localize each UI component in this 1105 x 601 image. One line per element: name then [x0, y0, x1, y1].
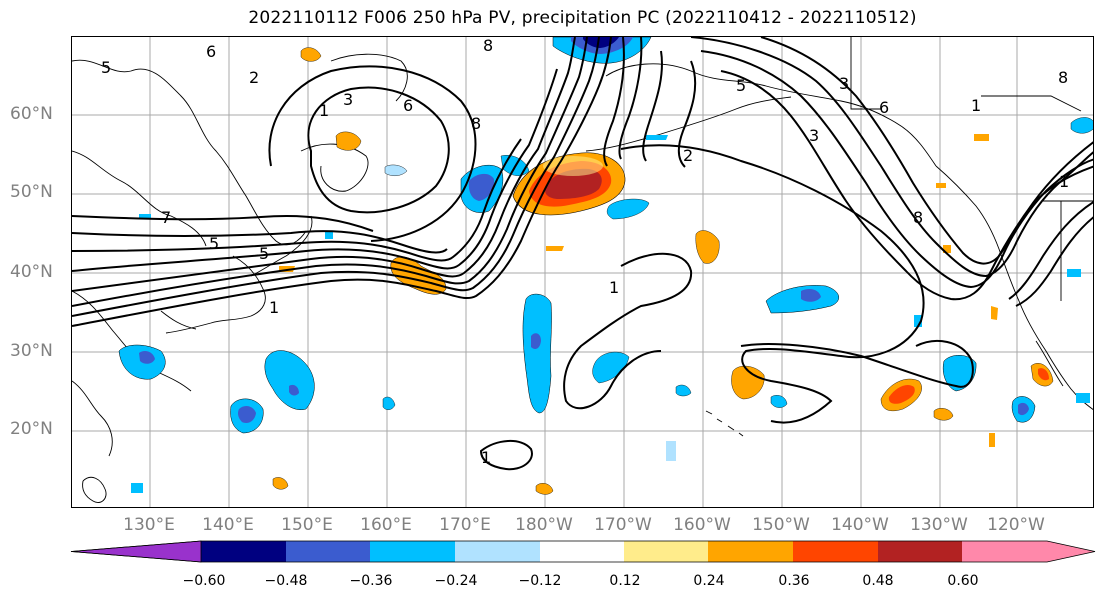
lat-label-40n: 40°N: [10, 262, 53, 282]
lon-label-180w: 180°W: [515, 515, 573, 535]
contour-label: 8: [471, 114, 481, 133]
contour-label: 2: [683, 146, 693, 165]
contour-label: 1: [971, 96, 981, 115]
contour-label: 7: [161, 208, 171, 227]
contour-label: 8: [913, 208, 923, 227]
contour-label: 8: [483, 37, 493, 55]
contour-label: 5: [259, 244, 269, 263]
contour-label: 1: [319, 101, 329, 120]
contour-label: 1: [269, 298, 279, 317]
colorbar-tick-label: −0.12: [518, 573, 562, 589]
pv-contours: [72, 37, 1093, 471]
colorbar-tick-label: −0.60: [182, 573, 226, 589]
contour-label: 8: [1058, 68, 1068, 87]
colorbar-swatch: [455, 541, 540, 562]
contour-labels: 6 8 5 2 3 6 1 5 8 7 5 1 1 1 1 3 5 6 8 8 …: [101, 37, 1069, 467]
contour-label: 6: [879, 98, 889, 117]
colorbar: [70, 540, 1096, 563]
lon-label-170e: 170°E: [439, 515, 491, 535]
map-title: 2022110112 F006 250 hPa PV, precipitatio…: [248, 8, 917, 28]
map-panel: 6 8 5 2 3 6 1 5 8 7 5 1 1 1 1 3 5 6 8 8 …: [71, 36, 1094, 508]
contour-label: 5: [736, 76, 746, 95]
colorbar-tick-label: −0.24: [434, 573, 478, 589]
lon-label-150w: 150°W: [752, 515, 810, 535]
precip-pc-fill: [118, 37, 1093, 495]
lon-label-150e: 150°E: [281, 515, 333, 535]
contour-label: 6: [206, 42, 216, 61]
contour-label: 5: [101, 58, 111, 77]
contour-label: 3: [839, 74, 849, 93]
colorbar-swatch: [71, 541, 201, 562]
map-canvas: 6 8 5 2 3 6 1 5 8 7 5 1 1 1 1 3 5 6 8 8 …: [72, 37, 1093, 507]
colorbar-segments: [70, 540, 1096, 563]
lat-label-60n: 60°N: [10, 104, 53, 124]
colorbar-swatch: [793, 541, 878, 562]
lon-label-140e: 140°E: [202, 515, 254, 535]
lon-label-130e: 130°E: [123, 515, 175, 535]
colorbar-tick-label: 0.60: [947, 573, 979, 589]
lat-label-50n: 50°N: [10, 182, 53, 202]
lon-label-130w: 130°W: [910, 515, 968, 535]
colorbar-swatch: [878, 541, 962, 562]
colorbar-swatch: [624, 541, 708, 562]
colorbar-tick-label: 0.24: [693, 573, 725, 589]
contour-label: 6: [403, 96, 413, 115]
colorbar-left-arrow: [70, 540, 202, 563]
coastlines: [72, 37, 1093, 503]
colorbar-swatch: [286, 541, 370, 562]
colorbar-tick-label: 0.12: [609, 573, 641, 589]
contour-label: 2: [249, 68, 259, 87]
lat-label-20n: 20°N: [10, 419, 53, 439]
lon-label-140w: 140°W: [831, 515, 889, 535]
lon-label-160e: 160°E: [360, 515, 412, 535]
colorbar-tick-label: −0.48: [264, 573, 308, 589]
contour-label: 3: [343, 90, 353, 109]
colorbar-tick-label: 0.36: [778, 573, 810, 589]
lat-label-30n: 30°N: [10, 341, 53, 361]
colorbar-swatch: [1047, 541, 1095, 562]
colorbar-tick-label: 0.48: [862, 573, 894, 589]
contour-label: 5: [209, 234, 219, 253]
colorbar-swatch: [962, 541, 1047, 562]
contour-label: 1: [481, 448, 491, 467]
colorbar-swatch: [201, 541, 286, 562]
lon-label-170w: 170°W: [594, 515, 652, 535]
colorbar-swatch: [370, 541, 455, 562]
colorbar-tick-label: −0.36: [349, 573, 393, 589]
colorbar-swatch: [540, 541, 624, 562]
colorbar-swatch: [708, 541, 793, 562]
contour-label: 1: [609, 278, 619, 297]
lon-label-120w: 120°W: [987, 515, 1045, 535]
contour-label: 3: [809, 126, 819, 145]
contour-label: 1: [1059, 172, 1069, 191]
lon-label-160w: 160°W: [673, 515, 731, 535]
